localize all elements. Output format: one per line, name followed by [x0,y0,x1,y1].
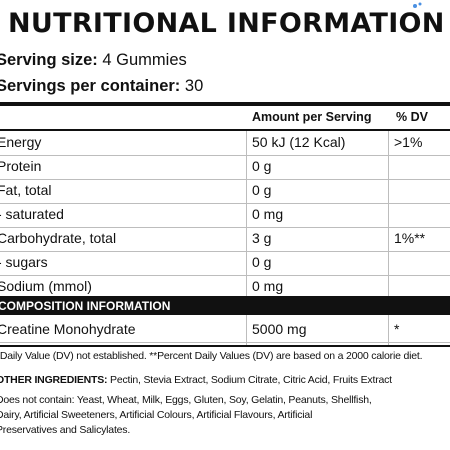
header-amount: Amount per Serving [252,110,372,124]
label-title: NUTRITIONAL INFORMATION [8,8,445,39]
serving-size-value: 4 Gummies [102,51,187,69]
nutrient-dv: 1%** [394,230,426,246]
header-dv: % DV [396,110,428,124]
allergen-line-3: Preservatives and Salicylates. [0,424,131,436]
allergen-line-1: Does not contain: Yeast, Wheat, Milk, Eg… [0,394,372,406]
dv-column-divider-composition [388,315,389,345]
dv-column-divider [388,131,389,296]
serving-size: Serving size: 4 Gummies [0,51,187,70]
amount-column-divider-composition [246,315,247,345]
nutrient-name: - saturated [0,206,64,222]
servings-label: Servings per container: [0,77,181,95]
nutrient-amount: 50 kJ (12 Kcal) [252,134,346,150]
serving-size-label: Serving size: [0,51,98,69]
nutrient-name: Protein [0,158,42,174]
table-row: - saturated 0 mg [0,203,450,228]
nutrient-name: - sugars [0,254,48,270]
nutrient-amount: 0 mg [252,206,284,222]
nutrient-dv: >1% [394,134,423,150]
sparkle-icon [413,2,422,8]
header-rule [0,129,450,131]
nutrient-name: Carbohydrate, total [0,230,117,246]
nutrient-name: Energy [0,134,42,150]
nutrient-amount: 0 mg [252,278,284,294]
table-row: Carbohydrate, total 3 g 1%** [0,227,450,252]
daily-value-note: *Daily Value (DV) not established. **Per… [0,350,423,362]
other-ingredients-label: OTHER INGREDIENTS: [0,374,108,386]
table-row: Fat, total 0 g [0,179,450,204]
nutrient-name: Fat, total [0,182,52,198]
table-row: Energy 50 kJ (12 Kcal) >1% [0,131,450,156]
composition-header-label: COMPOSITION INFORMATION [0,299,171,313]
nutrient-name: Sodium (mmol) [0,278,92,294]
composition-row: Creatine Monohydrate 5000 mg * [0,318,450,343]
amount-column-divider [246,131,247,296]
servings-value: 30 [184,77,204,95]
nutrient-amount: 5000 mg [252,321,307,337]
footnote-rule [0,345,450,347]
nutrient-amount: 0 g [252,182,272,198]
other-ingredients-value: Pectin, Stevia Extract, Sodium Citrate, … [110,374,392,386]
table-row: - sugars 0 g [0,251,450,276]
allergen-line-2: Dairy, Artificial Sweeteners, Artificial… [0,409,313,421]
table-row: Protein 0 g [0,155,450,180]
composition-header: COMPOSITION INFORMATION [0,296,450,315]
nutrient-dv: * [394,321,400,337]
other-ingredients: OTHER INGREDIENTS: Pectin, Stevia Extrac… [0,374,392,386]
nutrient-amount: 3 g [252,230,272,246]
servings-per-container: Servings per container: 30 [0,77,203,96]
nutrient-amount: 0 g [252,254,272,270]
nutrient-name: Creatine Monohydrate [0,321,136,337]
top-thick-rule [0,102,450,106]
nutrient-amount: 0 g [252,158,272,174]
